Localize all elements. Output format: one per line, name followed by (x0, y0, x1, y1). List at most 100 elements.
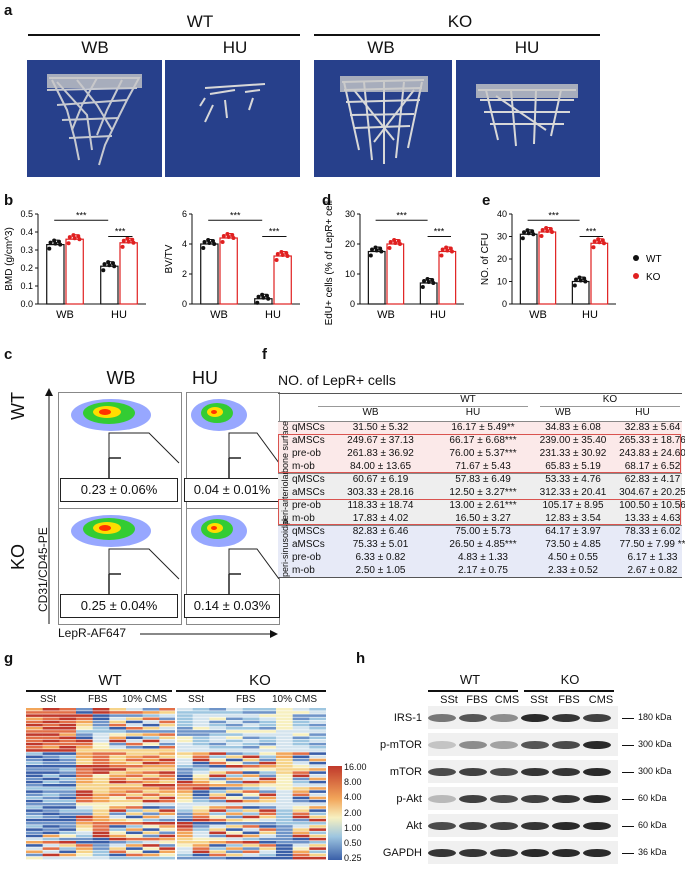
blot-size-tick (622, 826, 634, 827)
table-row: pre-ob 118.33 ± 18.74 13.00 ± 2.61*** 105.1… (278, 499, 685, 512)
heatmap-cell (242, 793, 260, 797)
heatmap-cell (209, 768, 227, 771)
heatmap-cell (242, 730, 260, 733)
heatmap-cell (209, 714, 227, 717)
table-cell: 84.00 ± 13.65 (349, 461, 412, 472)
heatmap-cell (192, 717, 210, 721)
heatmap-cell (142, 831, 160, 835)
heatmap-cell (276, 841, 293, 844)
heatmap-cell (59, 834, 77, 838)
table-cell: 53.33 ± 4.76 (545, 474, 601, 485)
heatmap-cell (59, 841, 77, 844)
heatmap-cell (176, 784, 193, 787)
heatmap-cell (192, 828, 210, 831)
data-point (275, 251, 280, 256)
heatmap-cell (92, 815, 110, 819)
heatmap-cell (242, 749, 260, 752)
x-tick-label: HU (582, 309, 598, 321)
condition-label: HU (222, 38, 248, 57)
heatmap-cell (92, 714, 110, 717)
heatmap-cell (92, 730, 110, 733)
heatmap-cell (109, 749, 127, 752)
blot-size-label: 180 kDa (638, 712, 672, 722)
heatmap-cell (142, 736, 160, 740)
heatmap-cell (242, 723, 260, 727)
heatmap-cell (142, 834, 160, 838)
heatmap-cell (59, 749, 77, 752)
data-point (368, 253, 373, 258)
heatmap-cell (59, 771, 77, 774)
heatmap-cell (276, 856, 293, 860)
heatmap-cell (159, 828, 177, 831)
heatmap-cell (26, 809, 43, 812)
heatmap-cell (109, 803, 127, 806)
bar (219, 237, 238, 305)
heatmap-cell (259, 837, 277, 841)
table-row: aMSCs 75.33 ± 5.01 26.50 ± 4.85*** 73.50 ± … (278, 538, 685, 551)
heatmap-cell (242, 818, 260, 822)
heatmap-cell (126, 822, 143, 825)
table-cell: 76.00 ± 5.37*** (449, 448, 517, 459)
heatmap-cell (259, 818, 277, 822)
heatmap-cell (126, 799, 143, 803)
heatmap-cell (26, 815, 43, 819)
heatmap-cell (159, 812, 177, 816)
heatmap-cell (92, 822, 110, 825)
table-cell: 32.83 ± 5.64 (624, 422, 681, 433)
heatmap-cell (126, 777, 143, 781)
heatmap-cell (126, 708, 143, 711)
blot-lane-label: CMS (588, 694, 614, 706)
heatmap-cell (142, 784, 160, 787)
heatmap-cell (309, 822, 326, 825)
heatmap-cell (209, 777, 227, 781)
heatmap-cell (159, 803, 177, 806)
heatmap-cell (309, 806, 326, 809)
heatmap-cell (142, 850, 160, 854)
panel-label-h: h (356, 650, 366, 667)
y-tick-label: 2 (182, 269, 187, 279)
heatmap-cell (109, 850, 127, 854)
data-point (52, 238, 57, 243)
table-row: m-ob 17.83 ± 4.02 16.50 ± 3.27 12.83 ± 3.54… (278, 512, 682, 525)
heatmap-cell (59, 765, 77, 768)
heatmap-cell (242, 806, 260, 809)
table-cell: 13.33 ± 4.63 (624, 513, 681, 524)
heatmap-cell (159, 834, 177, 838)
heatmap-cell (242, 844, 260, 847)
y-axis-label: BMD (g/cm^3) (4, 227, 15, 291)
heatmap-cell (159, 777, 177, 781)
heatmap-cell (176, 717, 193, 721)
heatmap-cell (176, 853, 193, 857)
heatmap-cell (109, 844, 127, 847)
legend-marker (633, 255, 639, 261)
heatmap-cell (242, 815, 260, 819)
heatmap-cell (259, 793, 277, 797)
heatmap-cell (292, 831, 310, 835)
table-group-rule (318, 406, 528, 407)
blot-group-label: KO (560, 672, 580, 687)
data-point (284, 250, 289, 255)
heatmap-cell (209, 752, 227, 755)
heatmap-cell (109, 711, 127, 714)
heatmap-cell (142, 774, 160, 778)
heatmap-cell (92, 742, 110, 746)
table-row-label: qMSCs (292, 422, 325, 433)
heatmap-cell (76, 828, 93, 831)
heatmap-cell (92, 727, 110, 730)
heatmap-cell (242, 834, 260, 838)
heatmap-cell (226, 758, 243, 762)
heatmap-cell (92, 818, 110, 822)
heatmap-cell (42, 844, 60, 847)
heatmap-cell (309, 736, 326, 740)
heatmap-cell (26, 822, 43, 825)
heatmap-cell (176, 812, 193, 816)
heatmap-cell (142, 746, 160, 749)
heatmap-cell (26, 828, 43, 831)
heatmap-cell (76, 708, 93, 711)
heatmap-cell (292, 828, 310, 831)
flow-percentage: 0.23 ± 0.06% (60, 478, 178, 502)
heatmap-cell (226, 714, 243, 717)
heatmap-cell (276, 828, 293, 831)
heatmap-cell (242, 746, 260, 749)
heatmap-cell (309, 853, 326, 857)
